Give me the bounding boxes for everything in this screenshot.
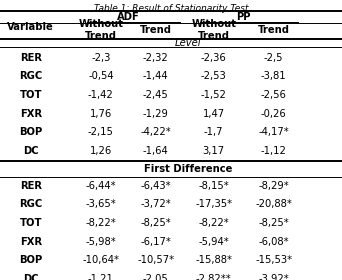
Text: -5,98*: -5,98* — [86, 237, 116, 247]
Text: -15,88*: -15,88* — [195, 255, 232, 265]
Text: -1,7: -1,7 — [204, 127, 224, 137]
Text: -15,53*: -15,53* — [255, 255, 292, 265]
Text: -3,92*: -3,92* — [258, 274, 289, 280]
Text: -1,29: -1,29 — [143, 109, 169, 119]
Text: Table 1: Result of Stationarity Test: Table 1: Result of Stationarity Test — [94, 4, 248, 13]
Text: 3,17: 3,17 — [203, 146, 225, 156]
Text: -6,44*: -6,44* — [86, 181, 116, 191]
Text: Variable: Variable — [8, 22, 54, 32]
Text: RER: RER — [20, 181, 42, 191]
Text: FXR: FXR — [20, 109, 42, 119]
Text: -1,42: -1,42 — [88, 90, 114, 100]
Text: -1,44: -1,44 — [143, 71, 168, 81]
Text: DC: DC — [23, 146, 39, 156]
Text: -17,35*: -17,35* — [195, 199, 232, 209]
Text: -2,56: -2,56 — [261, 90, 287, 100]
Text: -8,22*: -8,22* — [86, 218, 116, 228]
Text: PP: PP — [236, 12, 251, 22]
Text: TOT: TOT — [19, 90, 42, 100]
Text: -3,81: -3,81 — [261, 71, 286, 81]
Text: -5,94*: -5,94* — [198, 237, 229, 247]
Text: -2,53: -2,53 — [201, 71, 227, 81]
Text: RGC: RGC — [19, 199, 42, 209]
Text: -1,52: -1,52 — [201, 90, 227, 100]
Text: ADF: ADF — [117, 12, 140, 22]
Text: -8,29*: -8,29* — [258, 181, 289, 191]
Text: -2,5: -2,5 — [264, 53, 284, 63]
Text: -4,22*: -4,22* — [140, 127, 171, 137]
Text: -2,45: -2,45 — [143, 90, 169, 100]
Text: -3,72*: -3,72* — [140, 199, 171, 209]
Text: -10,64*: -10,64* — [82, 255, 119, 265]
Text: -2,32: -2,32 — [143, 53, 169, 63]
Text: -2,3: -2,3 — [91, 53, 110, 63]
Text: FXR: FXR — [20, 237, 42, 247]
Text: -6,17*: -6,17* — [140, 237, 171, 247]
Text: -20,88*: -20,88* — [255, 199, 292, 209]
Text: -2,36: -2,36 — [201, 53, 227, 63]
Text: RGC: RGC — [19, 71, 42, 81]
Text: Without
Trend: Without Trend — [191, 19, 236, 41]
Text: -3,65*: -3,65* — [86, 199, 116, 209]
Text: 1,47: 1,47 — [203, 109, 225, 119]
Text: -4,17*: -4,17* — [258, 127, 289, 137]
Text: -6,43*: -6,43* — [140, 181, 171, 191]
Text: 1,26: 1,26 — [90, 146, 112, 156]
Text: TOT: TOT — [19, 218, 42, 228]
Text: -10,57*: -10,57* — [137, 255, 174, 265]
Text: -6,08*: -6,08* — [258, 237, 289, 247]
Text: -1,21: -1,21 — [88, 274, 114, 280]
Text: -2,05: -2,05 — [143, 274, 169, 280]
Text: Without
Trend: Without Trend — [78, 19, 123, 41]
Text: BOP: BOP — [19, 127, 42, 137]
Text: -1,64: -1,64 — [143, 146, 169, 156]
Text: -2,82**: -2,82** — [196, 274, 232, 280]
Text: BOP: BOP — [19, 255, 42, 265]
Text: -8,25*: -8,25* — [140, 218, 171, 228]
Text: -1,12: -1,12 — [261, 146, 287, 156]
Text: DC: DC — [23, 274, 39, 280]
Text: -0,26: -0,26 — [261, 109, 287, 119]
Text: RER: RER — [20, 53, 42, 63]
Text: -2,15: -2,15 — [88, 127, 114, 137]
Text: 1,76: 1,76 — [90, 109, 112, 119]
Text: -8,22*: -8,22* — [198, 218, 229, 228]
Text: -8,25*: -8,25* — [258, 218, 289, 228]
Text: -0,54: -0,54 — [88, 71, 114, 81]
Text: Trend: Trend — [258, 25, 290, 35]
Text: Trend: Trend — [140, 25, 172, 35]
Text: -8,15*: -8,15* — [198, 181, 229, 191]
Text: Level: Level — [175, 38, 201, 48]
Text: First Difference: First Difference — [144, 164, 232, 174]
